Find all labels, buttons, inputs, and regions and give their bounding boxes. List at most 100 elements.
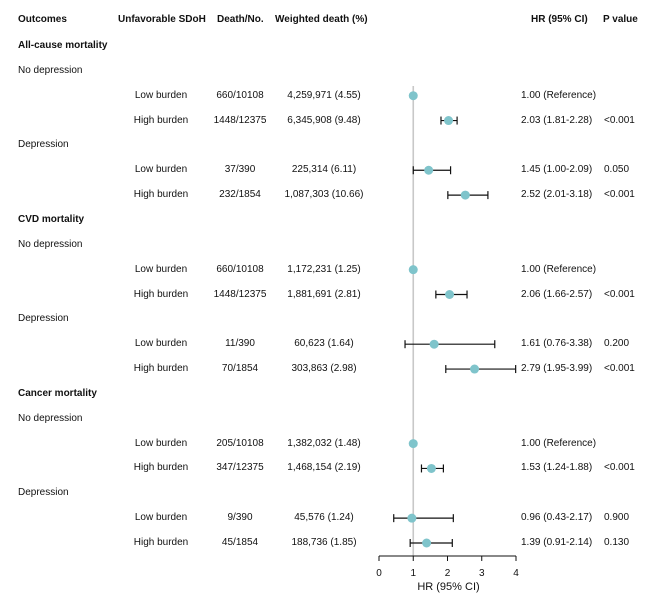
weighted-death-cell: 60,623 (1.64): [294, 338, 354, 350]
data-row: Low burden 660/10108 4,259,971 (4.55) 1.00 …: [0, 89, 669, 103]
burden-cell: High burden: [133, 288, 189, 300]
death-cell: 660/10108: [216, 89, 264, 101]
hr-point: [408, 265, 418, 275]
x-axis-label: HR (95% CI): [417, 581, 479, 593]
header-weighted-death: Weighted death (%): [275, 14, 368, 25]
weighted-death-cell: 303,863 (2.98): [291, 363, 357, 375]
hr-point: [460, 190, 470, 200]
weighted-death-cell: 225,314 (6.11): [291, 164, 357, 176]
p-value-cell: 0.200: [604, 338, 630, 350]
data-row: Low burden 9/390 45,576 (1.24) 0.96 (0.43-2…: [0, 511, 669, 525]
section-label: CVD mortality: [18, 213, 85, 225]
data-row: Low burden 37/390 225,314 (6.11) 1.45 (1.00…: [0, 163, 669, 177]
weighted-death-cell: 1,087,303 (10.66): [284, 189, 364, 201]
hr-point: [444, 116, 454, 126]
data-row: High burden 1448/12375 1,881,691 (2.81) 2.0…: [0, 288, 669, 302]
section-row: All-cause mortality: [0, 39, 669, 53]
weighted-death-cell: 45,576 (1.24): [294, 512, 354, 524]
burden-cell: Low burden: [134, 89, 188, 101]
group-row: No depression: [0, 64, 669, 78]
hr-point: [426, 463, 436, 473]
weighted-death-cell: 188,736 (1.85): [291, 537, 357, 548]
x-tick-label: 1: [410, 568, 416, 579]
x-tick-label: 0: [376, 568, 382, 579]
group-label: Depression: [18, 487, 69, 499]
weighted-death-cell: 1,382,032 (1.48): [287, 437, 361, 449]
p-value-cell: <0.001: [604, 189, 635, 201]
group-label: Depression: [18, 313, 69, 325]
data-row: High burden 232/1854 1,087,303 (10.66) 2.52…: [0, 188, 669, 202]
data-row: Low burden 11/390 60,623 (1.64) 1.61 (0.76-…: [0, 337, 669, 351]
weighted-death-cell: 1,468,154 (2.19): [287, 462, 361, 474]
death-cell: 1448/12375: [213, 288, 267, 300]
burden-cell: High burden: [133, 462, 189, 474]
death-cell: 1448/12375: [213, 114, 267, 126]
hr-ci-cell: 1.61 (0.76-3.38): [521, 338, 593, 350]
hr-ci-cell: 1.00 (Reference): [521, 437, 597, 449]
weighted-death-cell: 1,881,691 (2.81): [287, 288, 361, 300]
data-row: High burden 1448/12375 6,345,908 (9.48) 2.0…: [0, 114, 669, 128]
header-p-value: P value: [603, 14, 638, 25]
weighted-death-cell: 1,172,231 (1.25): [287, 263, 361, 275]
hr-point: [424, 165, 434, 175]
weighted-death-cell: 6,345,908 (9.48): [287, 114, 361, 126]
burden-cell: High burden: [133, 363, 189, 375]
hr-ci-cell: 2.03 (1.81-2.28): [521, 114, 593, 126]
death-cell: 70/1854: [221, 363, 259, 375]
burden-cell: Low burden: [134, 512, 188, 524]
group-row: No depression: [0, 238, 669, 252]
hr-ci-cell: 2.79 (1.95-3.99): [521, 363, 593, 375]
death-cell: 37/390: [224, 164, 256, 176]
section-row: Cancer mortality: [0, 387, 669, 401]
hr-ci-cell: 2.06 (1.66-2.57): [521, 288, 593, 300]
burden-cell: Low burden: [134, 164, 188, 176]
group-label: No depression: [18, 412, 83, 424]
weighted-death-cell: 4,259,971 (4.55): [287, 89, 361, 101]
death-cell: 232/1854: [219, 189, 261, 201]
death-cell: 347/12375: [216, 462, 264, 474]
hr-ci-cell: 1.39 (0.91-2.14): [521, 537, 593, 548]
hr-ci-cell: 1.00 (Reference): [521, 89, 597, 101]
data-row: High burden 45/1854 188,736 (1.85) 1.39 (0.…: [0, 536, 669, 550]
group-label: No depression: [18, 64, 83, 76]
p-value-cell: 0.050: [604, 164, 630, 176]
burden-cell: High burden: [133, 537, 189, 548]
group-row: No depression: [0, 412, 669, 426]
group-row: Depression: [0, 312, 669, 326]
hr-point: [408, 439, 418, 449]
death-cell: 45/1854: [221, 537, 259, 548]
header-death-no: Death/No.: [217, 14, 264, 25]
group-row: Depression: [0, 486, 669, 500]
burden-cell: Low burden: [134, 437, 188, 449]
hr-ci-cell: 1.45 (1.00-2.09): [521, 164, 593, 176]
p-value-cell: <0.001: [604, 288, 635, 300]
hr-point: [408, 91, 418, 101]
group-label: Depression: [18, 139, 69, 151]
burden-cell: High burden: [133, 189, 189, 201]
hr-point: [407, 513, 417, 523]
x-tick-label: 2: [445, 568, 451, 579]
hr-point: [422, 538, 432, 548]
death-cell: 9/390: [227, 512, 253, 524]
hr-point: [470, 364, 480, 374]
data-row: High burden 70/1854 303,863 (2.98) 2.79 (1.…: [0, 362, 669, 376]
p-value-cell: 0.130: [604, 537, 630, 548]
death-cell: 660/10108: [216, 263, 264, 275]
data-row: High burden 347/12375 1,468,154 (2.19) 1.53…: [0, 461, 669, 475]
hr-ci-cell: 1.00 (Reference): [521, 263, 597, 275]
burden-cell: Low burden: [134, 263, 188, 275]
header-outcomes: Outcomes: [18, 14, 67, 25]
header-unfavorable-sdoh: Unfavorable SDoH: [118, 14, 206, 25]
data-row: Low burden 205/10108 1,382,032 (1.48) 1.00 …: [0, 437, 669, 451]
burden-cell: High burden: [133, 114, 189, 126]
death-cell: 205/10108: [216, 437, 264, 449]
section-row: CVD mortality: [0, 213, 669, 227]
hr-point: [445, 290, 455, 299]
data-row: Low burden 660/10108 1,172,231 (1.25) 1.00 …: [0, 263, 669, 277]
p-value-cell: <0.001: [604, 363, 635, 375]
group-label: No depression: [18, 238, 83, 250]
group-row: Depression: [0, 138, 669, 152]
x-tick-label: 4: [513, 568, 519, 579]
p-value-cell: <0.001: [604, 462, 635, 474]
